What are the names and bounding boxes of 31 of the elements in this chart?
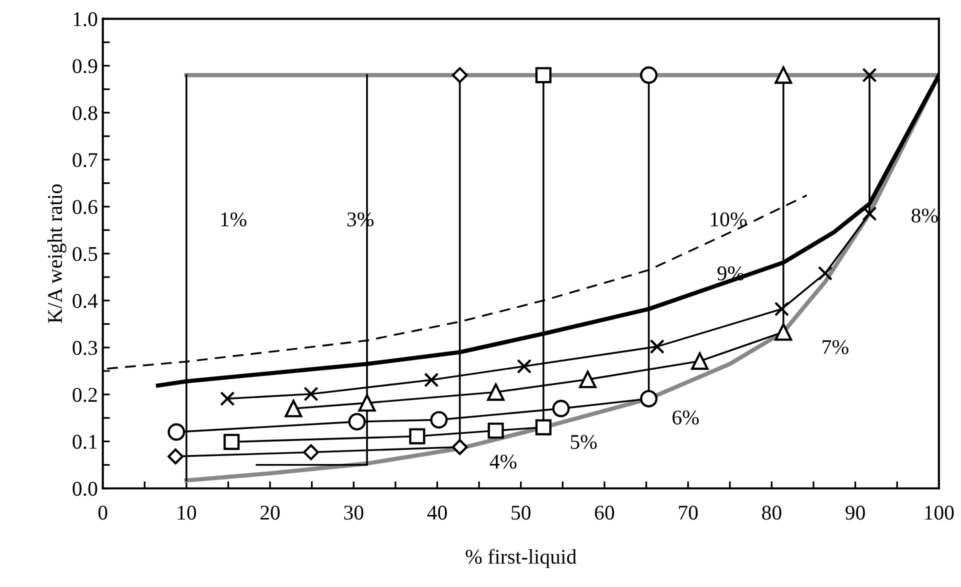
- annotation: 5%: [570, 434, 597, 450]
- annotation: 10%: [710, 212, 747, 226]
- y-tick-label: 0.1: [72, 434, 97, 449]
- y-tick-label: 0.2: [72, 388, 97, 402]
- x-tick-label: 60: [594, 506, 614, 520]
- annotation: 1%: [221, 212, 246, 226]
- x-tick-label: 50: [512, 506, 530, 520]
- annotation: 7%: [822, 340, 848, 354]
- x-tick-label: 100: [925, 506, 954, 520]
- y-tick-label: 0.6: [72, 200, 98, 214]
- y-tick-label: 0.9: [72, 59, 98, 74]
- x-tick-label: 70: [679, 506, 698, 520]
- x-tick-label: 0: [98, 506, 108, 520]
- x-tick-label: 20: [260, 506, 280, 520]
- annotation: 6%: [672, 410, 699, 425]
- y-tick-label: 0.8: [72, 106, 98, 120]
- x-tick-label: 40: [427, 506, 447, 520]
- y-axis-title: K/A weight ratio: [47, 184, 66, 323]
- x-tick-label: 30: [344, 506, 364, 520]
- y-tick-label: 1.0: [74, 12, 98, 26]
- y-tick-label: 0.5: [72, 246, 98, 262]
- y-tick-label: 0.0: [72, 482, 98, 496]
- x-tick-label: 80: [762, 506, 782, 520]
- annotation: 8%: [912, 208, 938, 223]
- y-tick-label: 0.4: [72, 294, 98, 308]
- y-tick-label: 0.3: [72, 340, 98, 356]
- y-tick-label: 0.7: [72, 153, 98, 168]
- x-tick-label: 10: [178, 506, 196, 520]
- x-tick-label: 90: [846, 506, 865, 520]
- annotation: 4%: [490, 454, 516, 469]
- x-axis-title: % first-liquid: [466, 548, 576, 568]
